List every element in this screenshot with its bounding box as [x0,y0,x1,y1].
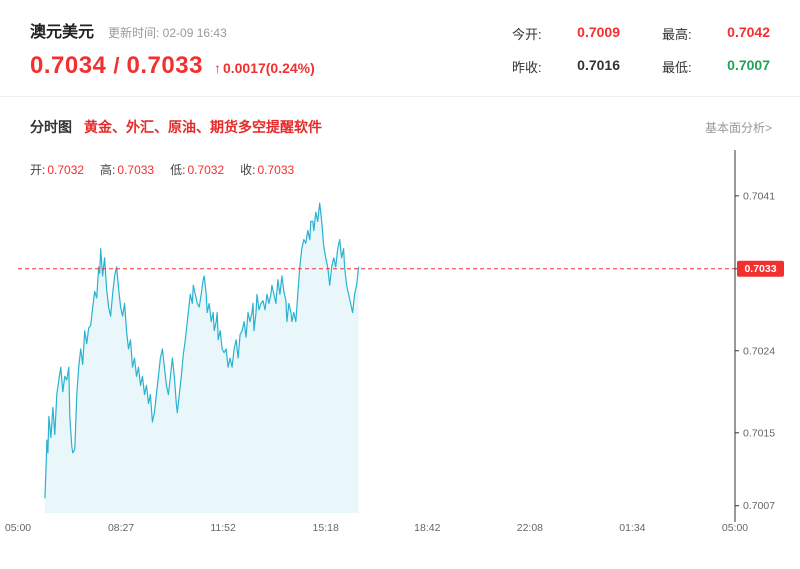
stat-low: 最低: 0.7007 [662,57,770,76]
quote-header: 澳元美元 更新时间: 02-09 16:43 0.7034 / 0.7033 ↑… [0,0,800,97]
stat-high-label: 最高: [662,27,692,42]
svg-text:0.7041: 0.7041 [743,190,775,202]
svg-text:15:18: 15:18 [313,522,339,534]
intraday-chart: 0.7007 0.7015 0.7024 0.7041 0.7033 05:00 08:27… [0,145,800,554]
change-text: 0.0017(0.24%) [222,60,315,76]
svg-text:18:42: 18:42 [414,522,440,534]
ohlc-low-label: 低: [170,163,186,177]
price-separator: / [113,53,120,78]
ohlc-high: 高: 0.7033 [100,161,154,178]
promo-link[interactable]: 黄金、外汇、原油、期货多空提醒软件 [84,119,322,135]
svg-text:08:27: 08:27 [108,522,134,534]
ohlc-high-value: 0.7033 [117,163,155,177]
current-price: 0.7034 [30,52,107,79]
svg-text:05:00: 05:00 [722,522,748,534]
svg-text:0.7015: 0.7015 [743,427,775,439]
svg-text:01:34: 01:34 [619,522,645,534]
stat-low-label: 最低: [662,60,692,75]
stat-high: 最高: 0.7042 [662,24,770,43]
stat-high-value: 0.7042 [727,24,770,40]
svg-text:11:52: 11:52 [210,522,236,534]
ohlc-open: 开: 0.7032 [30,161,84,178]
stat-low-value: 0.7007 [727,57,770,73]
quote-page: 澳元美元 更新时间: 02-09 16:43 0.7034 / 0.7033 ↑… [0,0,800,554]
svg-text:0.7033: 0.7033 [744,263,776,275]
stat-prev-close-label: 昨收: [512,60,542,75]
secondary-price: 0.7033 [126,52,203,79]
pair-row: 澳元美元 更新时间: 02-09 16:43 [30,18,770,42]
intraday-chart-svg: 0.7007 0.7015 0.7024 0.7041 0.7033 05:00 08:27… [5,150,784,534]
pair-name: 澳元美元 [30,24,95,41]
svg-text:22:08: 22:08 [517,522,543,534]
stat-open: 今开: 0.7009 [512,24,620,43]
ohlc-open-value: 0.7032 [47,163,85,177]
up-arrow-icon: ↑ [213,60,221,76]
price-change: ↑ 0.0017(0.24%) [214,60,315,76]
svg-text:0.7024: 0.7024 [743,345,775,357]
stat-open-value: 0.7009 [577,24,620,40]
ohlc-low-value: 0.7032 [187,163,225,177]
svg-text:0.7007: 0.7007 [743,500,775,512]
section-bar: 分时图 黄金、外汇、原油、期货多空提醒软件 基本面分析> [0,97,800,143]
quote-stats: 今开: 0.7009 最高: 0.7042 昨收: 0.7016 最低: 0.7… [512,24,770,76]
update-time: 更新时间: 02-09 16:43 [108,26,227,40]
ohlc-close-label: 收: [240,163,256,177]
section-title: 分时图 [30,119,72,135]
ohlc-high-label: 高: [100,163,116,177]
ohlc-close-value: 0.7033 [257,163,295,177]
ohlc-close: 收: 0.7033 [240,161,294,178]
stat-open-label: 今开: [512,27,542,42]
svg-text:05:00: 05:00 [5,522,31,534]
stat-prev-close: 昨收: 0.7016 [512,57,620,76]
ohlc-low: 低: 0.7032 [170,161,224,178]
stat-prev-close-value: 0.7016 [577,57,620,73]
ohlc-open-label: 开: [30,163,46,177]
ohlc-readout: 开: 0.7032 高: 0.7033 低: 0.7032 收: 0.7033 [30,161,294,178]
fundamental-analysis-link[interactable]: 基本面分析> [704,120,772,135]
price-row: 0.7034 / 0.7033 ↑ 0.0017(0.24%) [30,52,770,80]
